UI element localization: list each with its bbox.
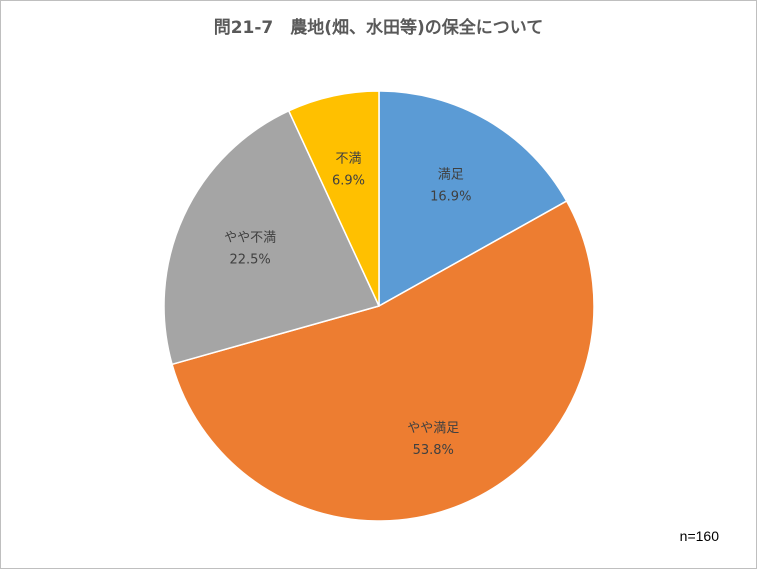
slice-label-1: やや満足 [407, 421, 459, 436]
sample-size-note: n=160 [679, 528, 719, 544]
slice-label-3: 不満 [336, 151, 362, 166]
slice-value-0: 16.9% [430, 190, 471, 205]
chart-title: 問21-7 農地(畑、水田等)の保全について [213, 18, 544, 38]
slice-label-2: やや不満 [224, 231, 276, 246]
pie-slice-3 [287, 90, 380, 307]
slice-label-0: 満足 [438, 168, 464, 183]
slice-value-2: 22.5% [229, 253, 270, 268]
slice-value-1: 53.8% [413, 443, 454, 458]
pie-slice-0 [378, 90, 568, 308]
slice-value-3: 6.9% [332, 173, 365, 188]
pie-slice-2 [163, 109, 381, 366]
pie-slice-1 [171, 200, 595, 522]
